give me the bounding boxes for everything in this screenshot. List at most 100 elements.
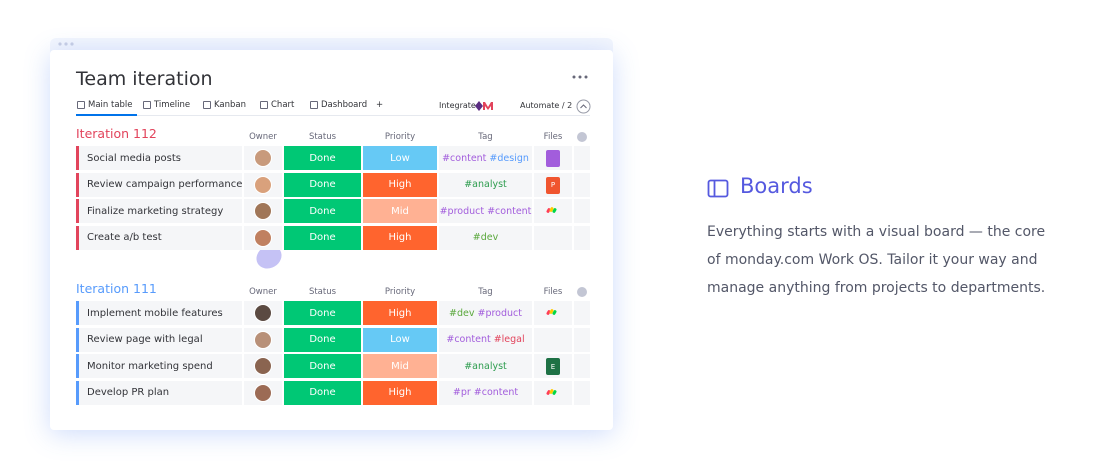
extra-cell bbox=[574, 172, 590, 197]
tag: #content bbox=[473, 387, 519, 399]
tag: #dev bbox=[449, 307, 475, 319]
priority-cell: Low bbox=[363, 146, 437, 170]
tag: #product bbox=[477, 307, 522, 319]
owner-cell bbox=[244, 225, 282, 250]
add-column[interactable] bbox=[577, 132, 587, 142]
files-cell bbox=[534, 327, 572, 352]
status-cell: Done bbox=[284, 172, 361, 197]
item-cell: Implement mobile features bbox=[76, 301, 242, 325]
file-icon[interactable]: P bbox=[546, 176, 560, 194]
extra-cell bbox=[574, 380, 590, 405]
owner-avatar bbox=[254, 383, 272, 402]
owner-cell bbox=[244, 301, 282, 325]
column-header: Tag bbox=[478, 132, 493, 142]
more-menu[interactable] bbox=[571, 73, 589, 81]
item-cell: Create a/b test bbox=[76, 225, 242, 250]
view-tab[interactable]: + bbox=[376, 100, 384, 110]
tag: #design bbox=[489, 152, 529, 164]
column-header: Owner bbox=[249, 132, 277, 142]
owner-cell bbox=[244, 327, 282, 352]
file-logo-part bbox=[551, 309, 558, 316]
group-title: Iteration 112 bbox=[76, 126, 157, 141]
files-cell bbox=[534, 225, 572, 250]
tab-icon bbox=[260, 101, 268, 109]
item-name: Monitor marketing spend bbox=[87, 360, 213, 372]
tag-cell: #analyst bbox=[439, 354, 532, 379]
priority-cell: Mid bbox=[363, 354, 437, 379]
tabs-divider bbox=[76, 115, 590, 116]
status-cell: Done bbox=[284, 327, 361, 352]
column-header: Files bbox=[543, 132, 563, 142]
file-logo-part bbox=[551, 207, 558, 214]
owner-avatar bbox=[254, 357, 272, 376]
item-name: Create a/b test bbox=[87, 232, 162, 244]
tag: #content bbox=[487, 205, 532, 217]
files-cell bbox=[534, 199, 572, 224]
tag: #content bbox=[442, 152, 487, 164]
item-cell: Social media posts bbox=[76, 146, 242, 170]
tag-cell: #content #design bbox=[439, 146, 532, 170]
view-tab[interactable]: Main table bbox=[88, 100, 133, 110]
item-name: Develop PR plan bbox=[87, 387, 170, 399]
item-cell: Review campaign performance bbox=[76, 172, 243, 197]
tag-cell: #dev #product bbox=[439, 301, 532, 325]
integrate-button[interactable]: Integrate bbox=[439, 101, 476, 110]
tag: #pr bbox=[452, 387, 471, 399]
priority-cell: High bbox=[363, 301, 437, 325]
tag-cell: #product #content bbox=[439, 199, 532, 224]
item-cell: Develop PR plan bbox=[76, 380, 242, 405]
tag: #legal bbox=[493, 334, 525, 346]
feature-text-line: of monday.com Work OS. Tailor it your wa… bbox=[707, 252, 1038, 268]
item-cell: Monitor marketing spend bbox=[76, 354, 242, 379]
tag: #content bbox=[446, 334, 491, 346]
tag: #dev bbox=[472, 232, 499, 244]
item-name: Review page with legal bbox=[87, 334, 203, 346]
item-name: Social media posts bbox=[87, 152, 181, 164]
status-cell: Done bbox=[284, 354, 361, 379]
files-cell bbox=[534, 301, 572, 325]
active-tab-underline bbox=[76, 114, 137, 116]
file-icon[interactable]: E bbox=[546, 358, 560, 376]
item-name: Finalize marketing strategy bbox=[87, 205, 224, 217]
feature-text-line: Everything starts with a visual board — … bbox=[707, 224, 1046, 240]
window-dots bbox=[58, 42, 74, 46]
tag: #analyst bbox=[464, 360, 507, 372]
feature-text-line: manage anything from projects to departm… bbox=[707, 280, 1046, 296]
feature-title: Boards bbox=[740, 174, 813, 198]
item-name: Review campaign performance bbox=[87, 179, 243, 191]
collapse-button[interactable] bbox=[576, 99, 591, 114]
priority-cell: Low bbox=[363, 327, 437, 352]
owner-avatar bbox=[254, 202, 272, 221]
tag-cell: #content #legal bbox=[439, 327, 532, 352]
status-cell: Done bbox=[284, 380, 361, 405]
view-tab[interactable]: Timeline bbox=[154, 100, 191, 110]
tab-icon bbox=[203, 101, 211, 109]
view-tab[interactable]: Kanban bbox=[214, 100, 247, 110]
files-cell bbox=[534, 146, 572, 170]
file-logo-part bbox=[551, 389, 558, 396]
view-tab[interactable]: Chart bbox=[271, 100, 295, 110]
automate-button[interactable]: Automate / 2 bbox=[520, 101, 573, 110]
owner-cell bbox=[244, 146, 282, 170]
priority-cell: High bbox=[363, 380, 437, 405]
owner-avatar bbox=[254, 330, 272, 349]
extra-cell bbox=[574, 199, 590, 224]
boards-icon bbox=[707, 179, 729, 198]
status-cell: Done bbox=[284, 225, 361, 250]
file-icon[interactable] bbox=[546, 150, 560, 167]
owner-cell bbox=[244, 354, 282, 379]
group-title: Iteration 111 bbox=[76, 281, 157, 296]
files-cell: E bbox=[534, 354, 572, 379]
priority-cell: High bbox=[363, 172, 437, 197]
tag-cell: #pr #content bbox=[439, 380, 532, 405]
tag: #product bbox=[439, 205, 485, 217]
extra-cell bbox=[574, 225, 590, 250]
extra-cell bbox=[574, 301, 590, 325]
column-header: Status bbox=[308, 132, 337, 142]
owner-cell bbox=[244, 380, 282, 405]
view-tab[interactable]: Dashboard bbox=[321, 100, 368, 110]
add-column[interactable] bbox=[577, 287, 587, 297]
extra-cell bbox=[574, 146, 590, 170]
extra-cell bbox=[574, 354, 590, 379]
priority-cell: Mid bbox=[363, 199, 437, 224]
